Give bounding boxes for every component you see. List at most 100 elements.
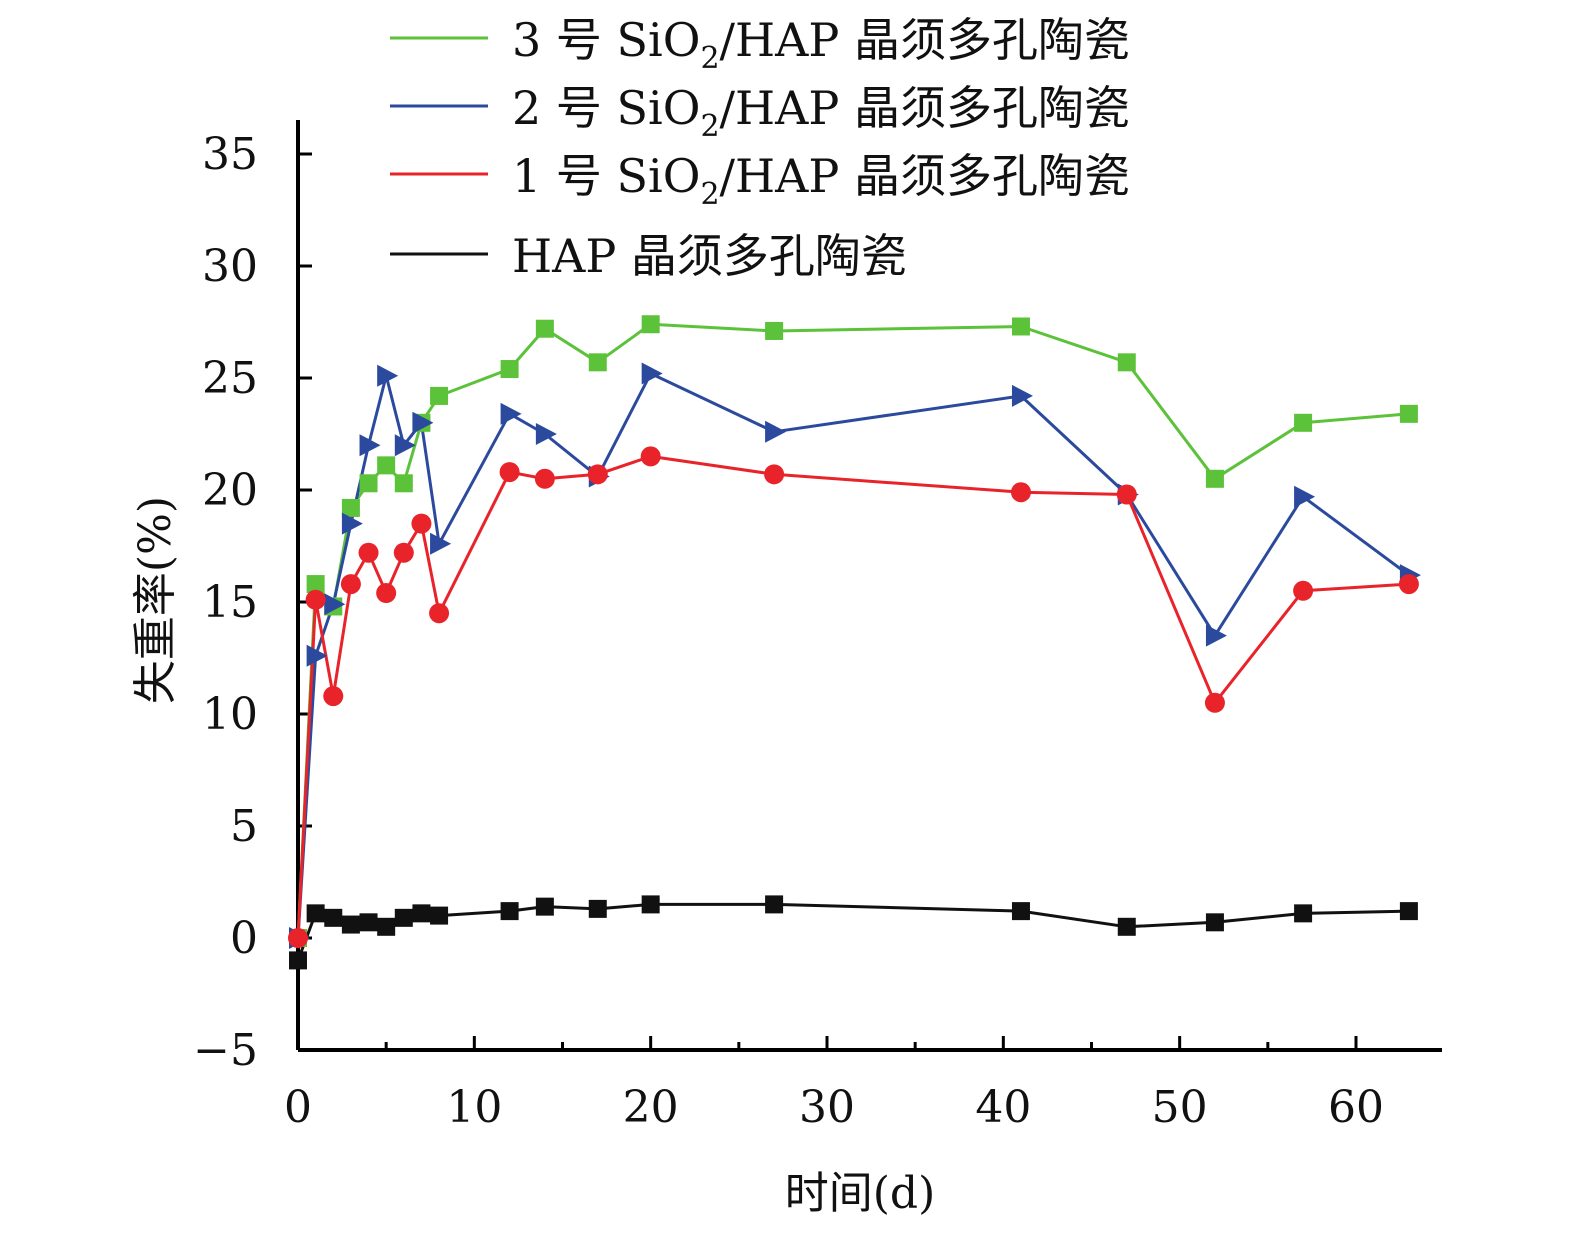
data-point-s2 <box>306 644 328 667</box>
data-point-s3 <box>359 474 378 493</box>
x-tick-label: 0 <box>284 1082 312 1133</box>
data-point-s2 <box>394 434 416 457</box>
data-point-s1 <box>1293 580 1314 601</box>
x-tick-label: 50 <box>1152 1082 1208 1133</box>
data-point-s2 <box>1011 384 1033 407</box>
y-tick-label: 5 <box>230 801 258 852</box>
data-point-s3 <box>588 353 607 372</box>
data-point-s1 <box>393 542 414 563</box>
data-point-s0 <box>1117 917 1136 936</box>
data-point-s0 <box>1205 913 1224 932</box>
data-point-s0 <box>1399 902 1418 921</box>
data-point-s0 <box>535 897 554 916</box>
data-point-s2 <box>500 402 522 425</box>
data-point-s0 <box>341 915 360 934</box>
data-point-s3 <box>1205 469 1224 488</box>
x-tick-label: 10 <box>446 1082 502 1133</box>
x-tick-label: 60 <box>1328 1082 1384 1133</box>
legend-label-s0: HAP 晶须多孔陶瓷 <box>512 229 907 283</box>
data-point-s1 <box>358 542 379 563</box>
data-point-s1 <box>1398 574 1419 595</box>
data-point-s3 <box>1011 317 1030 336</box>
data-point-s1 <box>640 446 661 467</box>
y-tick-label: 10 <box>202 689 258 740</box>
data-point-s3 <box>500 360 519 379</box>
data-point-s1 <box>764 464 785 485</box>
data-point-s1 <box>534 468 555 489</box>
data-point-s1 <box>305 589 326 610</box>
data-point-s3 <box>306 575 325 594</box>
data-point-s0 <box>394 908 413 927</box>
data-point-s0 <box>430 906 449 925</box>
series-line-s1 <box>296 454 1409 939</box>
data-point-s2 <box>1205 624 1227 647</box>
y-tick-label: 0 <box>230 913 258 964</box>
data-point-s3 <box>394 474 413 493</box>
data-point-s0 <box>359 913 378 932</box>
data-point-s0 <box>377 917 396 936</box>
data-point-s2 <box>412 411 434 434</box>
data-point-s0 <box>324 908 343 927</box>
data-point-s2 <box>765 420 787 443</box>
y-tick-label: −5 <box>193 1025 258 1076</box>
data-point-s2 <box>359 434 381 457</box>
data-point-s1 <box>376 583 397 604</box>
data-point-s3 <box>1117 353 1136 372</box>
x-tick-label: 30 <box>799 1082 855 1133</box>
data-point-s1 <box>323 686 344 707</box>
series-markers <box>288 315 1421 970</box>
y-tick-label: 15 <box>202 577 258 628</box>
x-tick-label: 40 <box>975 1082 1031 1133</box>
data-point-s2 <box>641 362 663 385</box>
series-line-s3 <box>296 322 1410 939</box>
series-lines <box>296 322 1410 961</box>
data-point-s3 <box>765 321 784 340</box>
data-point-s1 <box>587 464 608 485</box>
legend-label-s2: 2 号 SiO2/HAP 晶须多孔陶瓷 <box>512 81 1130 144</box>
data-point-s0 <box>412 904 431 923</box>
data-point-s0 <box>306 904 325 923</box>
y-tick-label: 30 <box>202 241 258 292</box>
legend-label-s3: 3 号 SiO2/HAP 晶须多孔陶瓷 <box>512 13 1130 76</box>
data-point-s1 <box>1116 484 1137 505</box>
legend-label-s1: 1 号 SiO2/HAP 晶须多孔陶瓷 <box>512 149 1130 212</box>
data-point-s3 <box>377 456 396 475</box>
data-point-s0 <box>500 902 519 921</box>
data-point-s1 <box>1010 482 1031 503</box>
data-point-s1 <box>429 603 450 624</box>
series-line-s0 <box>296 902 1409 961</box>
data-point-s2 <box>430 532 452 555</box>
data-point-s0 <box>588 899 607 918</box>
data-point-s2 <box>324 593 346 616</box>
series-line-s2 <box>296 372 1410 939</box>
data-point-s0 <box>289 951 307 970</box>
data-point-s1 <box>1204 692 1225 713</box>
y-tick-label: 25 <box>202 353 258 404</box>
data-point-s3 <box>641 315 660 334</box>
data-point-s3 <box>341 498 360 517</box>
data-point-s1 <box>340 574 361 595</box>
data-point-s3 <box>1294 413 1313 432</box>
data-point-s1 <box>411 513 432 534</box>
data-point-s2 <box>1294 485 1316 508</box>
data-point-s0 <box>1011 902 1030 921</box>
data-point-s3 <box>430 386 449 405</box>
data-point-s3 <box>1399 404 1418 423</box>
data-point-s2 <box>377 364 399 387</box>
y-tick-label: 35 <box>202 129 258 180</box>
data-point-s2 <box>535 423 557 445</box>
x-axis-title: 时间(d) <box>785 1168 936 1219</box>
data-point-s1 <box>499 462 520 483</box>
y-tick-label: 20 <box>202 465 258 516</box>
data-point-s0 <box>641 895 660 914</box>
data-point-s0 <box>765 895 784 914</box>
x-tick-label: 20 <box>623 1082 679 1133</box>
axes <box>296 120 1442 1052</box>
data-point-s0 <box>1294 904 1313 923</box>
data-point-s3 <box>535 319 554 338</box>
data-point-s2 <box>341 512 363 535</box>
data-point-s1 <box>288 928 308 948</box>
